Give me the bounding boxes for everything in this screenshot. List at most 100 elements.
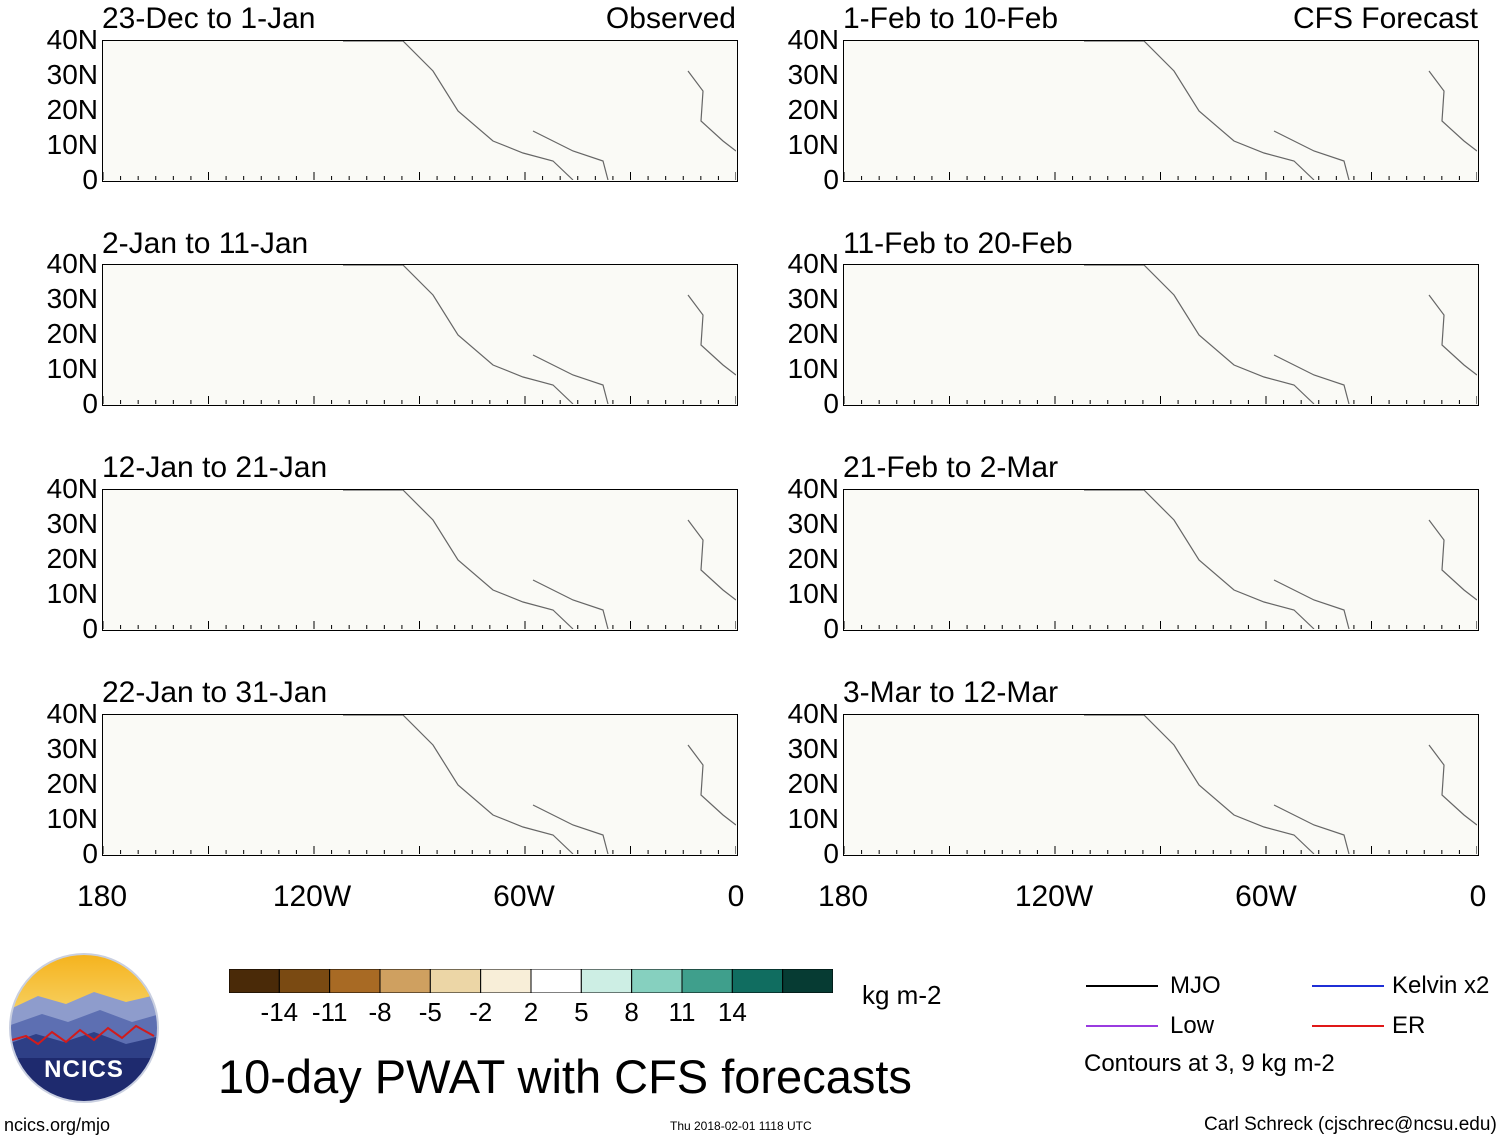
lat-label-right-3-2: 20N bbox=[787, 543, 839, 574]
lat-label-left-3-4: 0 bbox=[82, 613, 98, 644]
lat-label-left-1-4: 0 bbox=[82, 164, 98, 195]
lon-label-left-120w: 120W bbox=[272, 880, 352, 913]
map-canvas bbox=[103, 265, 736, 404]
map-panel-left-1 bbox=[102, 40, 738, 182]
colorbar-label-5: 2 bbox=[523, 997, 539, 1027]
panel-title-left-2: 2-Jan to 11-Jan bbox=[102, 227, 309, 260]
footer-author: Carl Schreck (cjschrec@ncsu.edu) bbox=[1204, 1114, 1497, 1135]
colorbar-swatch-3 bbox=[379, 968, 431, 994]
legend-line-low bbox=[1086, 1025, 1158, 1027]
lat-label-left-1-1: 30N bbox=[46, 59, 98, 90]
lat-label-left-1-0: 40N bbox=[46, 24, 98, 55]
map-panel-left-4 bbox=[102, 714, 738, 856]
map-canvas bbox=[103, 490, 736, 629]
colorbar-label-0: -14 bbox=[260, 997, 299, 1027]
colorbar-swatch-4 bbox=[429, 968, 482, 994]
lat-label-right-1-4: 0 bbox=[823, 164, 839, 195]
map-panel-right-2 bbox=[843, 264, 1479, 406]
map-canvas bbox=[844, 41, 1477, 180]
lon-label-right-60w: 60W bbox=[1235, 880, 1297, 913]
map-panel-right-3 bbox=[843, 489, 1479, 631]
colorbar-units: kg m-2 bbox=[862, 980, 942, 1010]
lat-label-left-2-2: 20N bbox=[46, 318, 98, 349]
lat-label-right-1-0: 40N bbox=[787, 24, 839, 55]
colorbar-label-8: 11 bbox=[668, 997, 696, 1027]
legend-label-kelvin: Kelvin x2 bbox=[1392, 972, 1490, 999]
lat-label-left-4-0: 40N bbox=[46, 698, 98, 729]
lat-label-left-4-3: 10N bbox=[46, 803, 98, 834]
footer-timestamp: Thu 2018-02-01 1118 UTC bbox=[670, 1119, 812, 1133]
logo-text: NCICS bbox=[44, 1056, 124, 1083]
lat-label-right-2-2: 20N bbox=[787, 318, 839, 349]
lat-label-right-1-3: 10N bbox=[787, 129, 839, 160]
legend-line-mjo bbox=[1086, 985, 1158, 987]
lat-label-right-3-4: 0 bbox=[823, 613, 839, 644]
coastline bbox=[343, 490, 736, 629]
map-panel-left-3 bbox=[102, 489, 738, 631]
lon-label-right-120w: 120W bbox=[1014, 880, 1094, 913]
lat-label-left-2-4: 0 bbox=[82, 388, 98, 419]
contours-note: Contours at 3, 9 kg m-2 bbox=[1084, 1050, 1335, 1077]
lat-label-right-2-3: 10N bbox=[787, 353, 839, 384]
panel-title-left-1: 23-Dec to 1-Jan bbox=[102, 2, 316, 35]
lat-label-right-4-2: 20N bbox=[787, 768, 839, 799]
legend-label-mjo: MJO bbox=[1170, 972, 1221, 999]
lat-label-left-3-0: 40N bbox=[46, 473, 98, 504]
ncics-logo: NCICS bbox=[8, 952, 160, 1104]
lat-label-right-3-0: 40N bbox=[787, 473, 839, 504]
colorbar-label-4: -2 bbox=[469, 997, 493, 1027]
lat-label-right-1-2: 20N bbox=[787, 94, 839, 125]
colorbar-swatch-9 bbox=[681, 968, 733, 994]
colorbar bbox=[228, 968, 834, 994]
colorbar-swatch-1 bbox=[278, 968, 331, 994]
lat-label-right-2-4: 0 bbox=[823, 388, 839, 419]
lat-label-left-2-0: 40N bbox=[46, 248, 98, 279]
lat-label-right-4-1: 30N bbox=[787, 733, 839, 764]
panel-title-right-3: 21-Feb to 2-Mar bbox=[843, 451, 1059, 484]
panel-title-left-3: 12-Jan to 21-Jan bbox=[102, 451, 328, 484]
map-panel-left-2 bbox=[102, 264, 738, 406]
panel-title-left-4: 22-Jan to 31-Jan bbox=[102, 676, 328, 709]
lat-label-right-4-3: 10N bbox=[787, 803, 839, 834]
lat-label-left-4-2: 20N bbox=[46, 768, 98, 799]
colorbar-swatch-2 bbox=[329, 968, 381, 994]
coastline bbox=[1084, 265, 1477, 404]
colorbar-label-6: 5 bbox=[574, 997, 589, 1027]
colorbar-swatch-10 bbox=[731, 968, 784, 994]
lat-label-right-4-4: 0 bbox=[823, 838, 839, 869]
colorbar-label-3: -5 bbox=[418, 997, 442, 1027]
lon-label-left-60w: 60W bbox=[493, 880, 555, 913]
coastline bbox=[1084, 715, 1477, 854]
map-canvas bbox=[844, 265, 1477, 404]
colorbar-label-7: 8 bbox=[624, 997, 639, 1027]
lat-label-right-3-1: 30N bbox=[787, 508, 839, 539]
lon-label-left-180: 180 bbox=[76, 880, 128, 913]
map-canvas bbox=[103, 715, 736, 854]
map-canvas bbox=[844, 490, 1477, 629]
page-title: 10-day PWAT with CFS forecasts bbox=[218, 1050, 912, 1103]
lat-label-left-4-4: 0 bbox=[82, 838, 98, 869]
panel-title-right-4: 3-Mar to 12-Mar bbox=[843, 676, 1059, 709]
colorbar-swatch-11 bbox=[782, 968, 834, 994]
cfs-forecast-header: CFS Forecast bbox=[1292, 2, 1478, 35]
colorbar-swatch-5 bbox=[480, 968, 532, 994]
colorbar-label-2: -8 bbox=[368, 997, 392, 1027]
lat-label-right-3-3: 10N bbox=[787, 578, 839, 609]
lat-label-right-2-1: 30N bbox=[787, 283, 839, 314]
lat-label-left-4-1: 30N bbox=[46, 733, 98, 764]
colorbar-label-1: -11 bbox=[311, 997, 348, 1027]
map-panel-right-1 bbox=[843, 40, 1479, 182]
colorbar-swatch-8 bbox=[631, 968, 683, 994]
map-panel-right-4 bbox=[843, 714, 1479, 856]
legend-line-kelvin bbox=[1312, 985, 1384, 987]
colorbar-label-9: 14 bbox=[717, 997, 747, 1027]
lat-label-right-4-0: 40N bbox=[787, 698, 839, 729]
colorbar-swatch-0 bbox=[228, 968, 280, 994]
lat-label-right-2-0: 40N bbox=[787, 248, 839, 279]
lat-label-left-3-2: 20N bbox=[46, 543, 98, 574]
coastline bbox=[1084, 490, 1477, 629]
lon-label-right-180: 180 bbox=[817, 880, 869, 913]
lat-label-right-1-1: 30N bbox=[787, 59, 839, 90]
coastline bbox=[343, 265, 736, 404]
coastline bbox=[1084, 41, 1477, 180]
